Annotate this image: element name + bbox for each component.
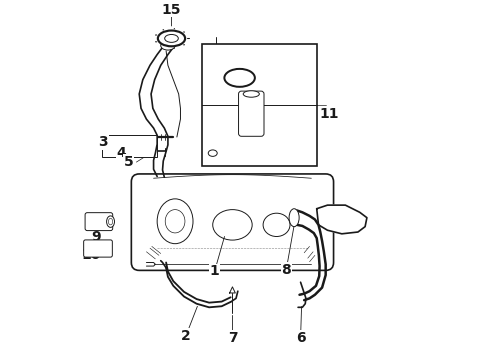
Ellipse shape	[213, 210, 252, 240]
FancyBboxPatch shape	[131, 174, 334, 270]
Text: 16: 16	[270, 75, 289, 89]
Ellipse shape	[108, 219, 113, 225]
Polygon shape	[317, 205, 367, 234]
Text: 12: 12	[251, 150, 271, 164]
Ellipse shape	[165, 35, 178, 42]
Text: 13: 13	[270, 60, 289, 74]
Ellipse shape	[157, 199, 193, 244]
Text: 14: 14	[259, 125, 278, 139]
Text: 10: 10	[81, 248, 100, 262]
Ellipse shape	[208, 150, 217, 156]
Text: 5: 5	[123, 155, 133, 169]
Text: 6: 6	[296, 331, 305, 345]
Bar	[202, 44, 317, 166]
Text: 1: 1	[210, 265, 220, 279]
Ellipse shape	[289, 209, 299, 227]
Ellipse shape	[107, 216, 115, 228]
Text: 11: 11	[319, 107, 339, 121]
Text: 15: 15	[162, 3, 181, 17]
FancyBboxPatch shape	[84, 240, 112, 257]
Ellipse shape	[224, 69, 255, 87]
Ellipse shape	[158, 31, 185, 46]
Ellipse shape	[165, 210, 185, 233]
Text: 7: 7	[228, 331, 237, 345]
Ellipse shape	[263, 213, 290, 237]
FancyBboxPatch shape	[239, 91, 264, 136]
Ellipse shape	[243, 91, 259, 97]
Text: 8: 8	[281, 263, 291, 277]
FancyBboxPatch shape	[85, 213, 113, 231]
Text: 4: 4	[117, 146, 126, 160]
Text: 2: 2	[181, 329, 191, 343]
Text: 3: 3	[98, 135, 108, 149]
Bar	[101, 135, 157, 157]
Ellipse shape	[161, 41, 175, 50]
Text: 9: 9	[92, 230, 101, 244]
